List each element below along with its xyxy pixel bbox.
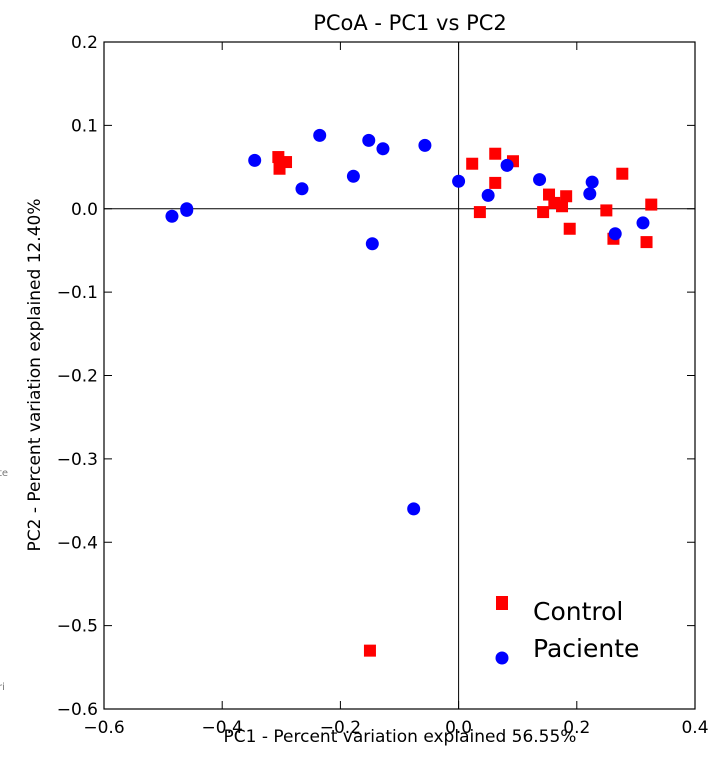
legend-marker-paciente — [495, 651, 509, 665]
paciente-point — [165, 209, 179, 223]
x-tick-label: −0.6 — [83, 718, 124, 738]
legend: Control Paciente — [495, 596, 639, 665]
paciente-point — [583, 187, 597, 201]
chart-title: PCoA - PC1 vs PC2 — [313, 11, 507, 35]
paciente-point — [481, 188, 495, 202]
paciente-point — [346, 169, 360, 183]
y-axis-ticks: 0.2 0.1 0.0 −0.1 −0.2 −0.3 −0.4 −0.5 −0.6 — [57, 33, 695, 720]
x-tick-label: 0.4 — [681, 718, 708, 738]
control-point — [473, 206, 486, 219]
y-tick-label: 0.2 — [71, 33, 98, 53]
paciente-point — [452, 174, 466, 188]
legend-label-control: Control — [533, 597, 623, 626]
paciente-point — [533, 173, 547, 187]
control-point — [616, 167, 629, 180]
reference-lines — [104, 42, 695, 709]
control-point — [563, 222, 576, 235]
data-markers — [165, 128, 658, 657]
paciente-point — [585, 175, 599, 189]
paciente-point — [636, 216, 650, 230]
control-point — [645, 198, 658, 211]
x-axis-label: PC1 - Percent variation explained 56.55% — [224, 727, 577, 747]
control-point — [489, 147, 502, 160]
y-tick-label: −0.4 — [57, 533, 98, 553]
paciente-point — [418, 138, 432, 152]
control-point — [363, 644, 376, 657]
paciente-point — [365, 237, 379, 251]
edge-fragment-text: te — [0, 468, 9, 479]
control-point — [600, 204, 613, 217]
paciente-point — [376, 142, 390, 156]
paciente-point — [295, 182, 309, 196]
x-tick-label: −0.2 — [320, 718, 361, 738]
x-tick-label: −0.4 — [202, 718, 243, 738]
paciente-point — [248, 153, 262, 167]
control-point — [489, 176, 502, 189]
control-point — [537, 206, 550, 219]
y-tick-label: −0.6 — [57, 700, 98, 720]
legend-label-paciente: Paciente — [533, 634, 639, 663]
x-axis-ticks: −0.6 −0.4 −0.2 0.0 0.2 0.4 — [83, 42, 709, 738]
y-tick-label: −0.3 — [57, 450, 98, 470]
paciente-point — [608, 227, 622, 241]
edge-fragment-text: ri — [0, 682, 5, 693]
control-point — [640, 236, 653, 249]
paciente-point — [362, 133, 376, 147]
paciente-point — [407, 502, 421, 516]
control-point — [556, 200, 569, 213]
paciente-point — [313, 128, 327, 142]
paciente-point — [500, 158, 514, 172]
y-tick-label: −0.5 — [57, 617, 98, 637]
y-tick-label: −0.2 — [57, 367, 98, 387]
control-point — [560, 190, 573, 203]
control-point — [280, 156, 293, 169]
y-tick-label: 0.0 — [71, 200, 98, 220]
paciente-point — [180, 202, 194, 216]
control-point — [466, 157, 479, 170]
x-tick-label: 0.0 — [445, 718, 472, 738]
x-tick-label: 0.2 — [563, 718, 590, 738]
y-tick-label: −0.1 — [57, 283, 98, 303]
legend-marker-control — [496, 596, 508, 610]
y-axis-label: PC2 - Percent variation explained 12.40% — [25, 199, 45, 552]
y-tick-label: 0.1 — [71, 116, 98, 136]
